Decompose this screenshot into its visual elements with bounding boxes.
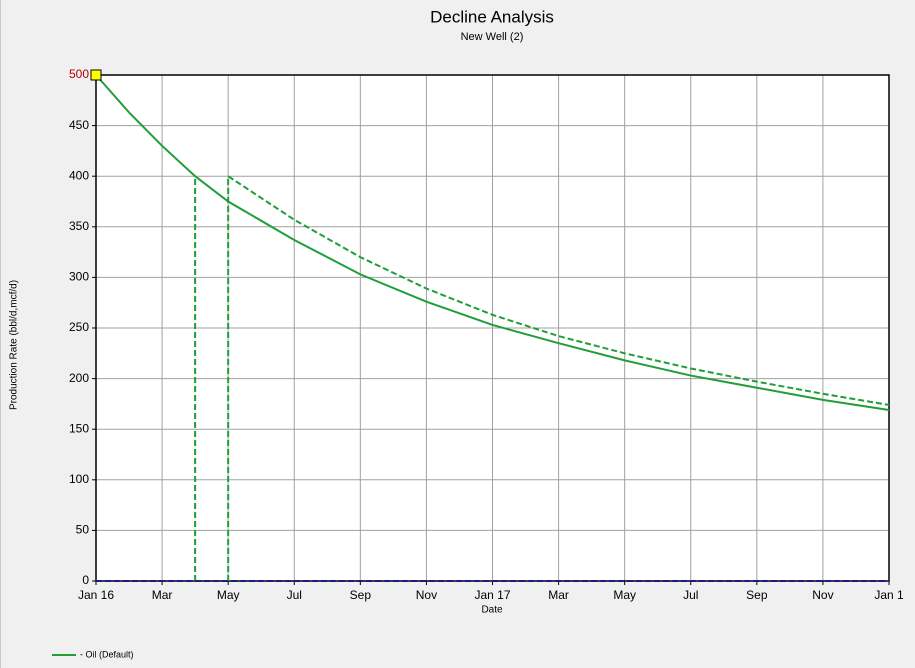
y-tick-label: 300 (69, 270, 89, 284)
chart-subtitle: New Well (2) (461, 31, 524, 43)
y-axis-label: Production Rate (bbl/d,mcf/d) (9, 280, 20, 410)
x-tick-label: Jul (683, 588, 698, 602)
y-tick-label: 150 (69, 421, 89, 435)
point-marker (90, 69, 102, 81)
y-tick-label: 200 (69, 371, 89, 385)
x-axis-label: Date (481, 605, 503, 616)
x-tick-label: May (217, 588, 240, 602)
y-tick-label: 450 (69, 118, 89, 132)
y-tick-label: 100 (69, 472, 89, 486)
x-tick-label: Nov (416, 588, 437, 602)
x-tick-label: Jan 1 (874, 588, 904, 602)
x-tick-label: Jan 17 (474, 588, 510, 602)
series-line (227, 174, 890, 581)
chart-title: Decline Analysis (430, 7, 554, 26)
y-tick-label: 500 (69, 67, 89, 81)
x-tick-label: Sep (746, 588, 768, 602)
y-tick-label: 50 (76, 523, 90, 537)
legend-label: - Oil (Default) (80, 649, 134, 659)
y-tick-label: 0 (82, 573, 89, 587)
x-tick-label: Jan 16 (78, 588, 114, 602)
x-tick-label: Sep (350, 588, 372, 602)
y-tick-label: 400 (69, 168, 89, 182)
series-line (95, 74, 890, 411)
x-tick-label: May (613, 588, 636, 602)
x-tick-label: Jul (287, 588, 302, 602)
x-tick-label: Nov (812, 588, 833, 602)
y-tick-label: 250 (69, 320, 89, 334)
x-tick-label: Mar (548, 588, 569, 602)
x-tick-label: Mar (152, 588, 173, 602)
y-tick-label: 350 (69, 219, 89, 233)
